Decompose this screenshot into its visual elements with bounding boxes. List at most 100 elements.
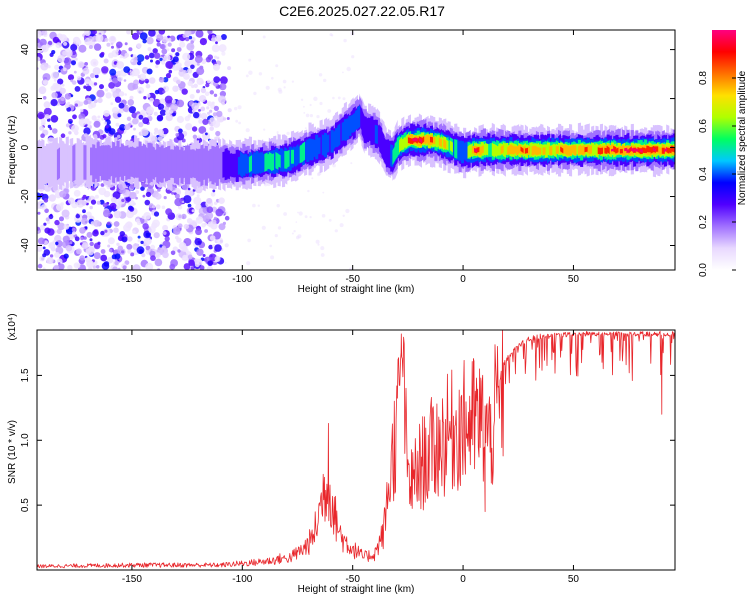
noise-blob — [172, 56, 179, 63]
noise-blob — [93, 120, 101, 128]
noise-blob — [200, 112, 208, 120]
noise-blob — [252, 203, 256, 208]
noise-blob — [143, 96, 147, 100]
noise-blob — [117, 113, 122, 118]
noise-blob — [40, 118, 46, 124]
noise-blob — [56, 228, 62, 234]
spectrogram-y-tick-label: 20 — [20, 93, 31, 105]
noise-blob — [71, 124, 79, 133]
noise-blob — [200, 87, 207, 94]
noise-blob — [93, 252, 101, 260]
noise-blob — [44, 208, 49, 214]
noise-blob — [214, 244, 222, 252]
noise-blob — [296, 235, 300, 240]
noise-blob — [106, 257, 114, 264]
noise-blob — [198, 126, 207, 134]
noise-blob — [113, 221, 120, 227]
snr-x-tick-label: -100 — [232, 574, 252, 585]
noise-blob — [56, 203, 64, 211]
noise-blob — [57, 55, 65, 63]
noise-blob — [84, 78, 91, 85]
noise-blob — [142, 223, 149, 230]
noise-blob — [144, 55, 150, 60]
noise-blob — [314, 168, 316, 170]
noise-blob — [96, 200, 101, 205]
noise-blob — [130, 71, 136, 77]
snr-x-tick-label: 0 — [460, 574, 466, 585]
noise-blob — [43, 198, 49, 203]
noise-blob — [303, 112, 306, 114]
noise-blob — [165, 73, 172, 79]
noise-blob — [206, 265, 213, 270]
noise-blob — [163, 86, 167, 90]
noise-blob — [209, 235, 216, 241]
noise-blob — [37, 204, 40, 210]
noise-blob — [110, 197, 117, 203]
noise-blob — [248, 58, 252, 62]
noise-blob — [81, 242, 89, 250]
noise-blob — [167, 42, 172, 47]
noise-blob — [81, 200, 87, 206]
noise-blob — [38, 86, 47, 95]
noise-blob — [57, 78, 64, 85]
noise-blob — [191, 102, 200, 111]
noise-blob — [126, 116, 132, 122]
noise-blob — [199, 265, 205, 270]
noise-blob — [74, 86, 81, 92]
noise-blob — [39, 38, 47, 47]
noise-blob — [124, 42, 128, 46]
noise-blob — [176, 237, 182, 243]
noise-blob — [109, 202, 117, 210]
noise-blob — [109, 68, 117, 76]
snr-x-ticks: -150 -100 -50 0 50 — [122, 330, 579, 585]
noise-blob — [101, 117, 105, 121]
colorbar-strip — [712, 30, 736, 270]
noise-blob — [224, 243, 229, 248]
ridge-segment — [56, 147, 60, 181]
noise-blob — [208, 244, 213, 250]
noise-blob — [57, 263, 65, 270]
noise-blob — [141, 253, 146, 258]
spectrogram-x-tick-label: -100 — [232, 274, 252, 285]
noise-blob — [64, 47, 70, 53]
noise-blob — [262, 35, 266, 39]
noise-blob — [99, 199, 105, 205]
noise-blob — [42, 96, 47, 100]
ridge-segment — [271, 153, 275, 172]
noise-blob — [45, 217, 50, 222]
noise-blob — [185, 36, 190, 42]
noise-blob — [53, 78, 57, 82]
noise-blob — [165, 208, 173, 216]
noise-blob — [103, 110, 110, 117]
ridge-segment — [277, 153, 281, 168]
noise-blob — [57, 222, 65, 231]
noise-blob — [177, 223, 183, 229]
ridge-segment — [582, 144, 586, 156]
ridge-segment — [443, 138, 447, 150]
noise-blob — [104, 229, 108, 233]
noise-blob — [81, 217, 88, 225]
noise-blob — [199, 95, 207, 103]
noise-blob — [64, 93, 72, 100]
snr-y-tick-label: 1.5 — [20, 368, 31, 382]
noise-blob — [83, 118, 90, 125]
ridge-segment — [542, 147, 546, 155]
ridge-segment — [588, 145, 592, 155]
noise-blob — [58, 262, 61, 265]
noise-blob — [309, 216, 312, 219]
noise-blob — [148, 30, 156, 37]
ridge-segment — [664, 147, 668, 153]
noise-blob — [71, 227, 76, 232]
noise-blob — [92, 229, 99, 237]
noise-blob — [84, 62, 88, 66]
noise-blob — [170, 103, 178, 112]
noise-blob — [111, 254, 117, 260]
noise-blob — [176, 79, 181, 85]
noise-blob — [218, 197, 225, 204]
noise-blob — [69, 241, 73, 245]
noise-blob — [76, 76, 82, 81]
noise-blob — [137, 235, 141, 239]
noise-blob — [119, 124, 126, 131]
noise-blob — [146, 68, 153, 75]
noise-blob — [276, 204, 280, 208]
